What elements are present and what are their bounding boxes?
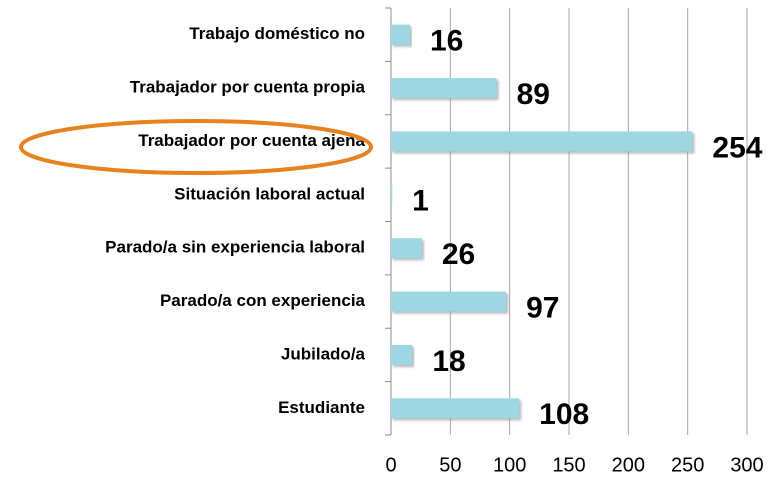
y-tick-label: Estudiante [278, 398, 365, 417]
data-label: 18 [432, 345, 465, 378]
y-tick-label: Situación laboral actual [174, 184, 365, 203]
x-tick-label: 250 [671, 454, 704, 476]
y-tick-label: Trabajador por cuenta ajena [138, 131, 365, 150]
data-label: 254 [712, 131, 762, 164]
data-label: 97 [526, 291, 559, 324]
x-tick-label: 200 [612, 454, 645, 476]
bar [391, 24, 410, 45]
y-tick-label: Jubilado/a [281, 344, 366, 363]
x-tick-label: 50 [439, 454, 461, 476]
bar [391, 131, 693, 152]
y-tick-label: Trabajador por cuenta propia [130, 78, 366, 97]
x-tick-label: 0 [385, 454, 396, 476]
data-label: 108 [539, 398, 589, 431]
bar [391, 398, 520, 419]
bar [391, 184, 393, 205]
highlight-ellipse [19, 119, 373, 175]
bar [391, 238, 422, 259]
x-tick-label: 150 [552, 454, 585, 476]
y-tick-label: Parado/a con experiencia [160, 291, 366, 310]
data-label: 26 [442, 238, 475, 271]
bar [391, 344, 413, 365]
data-label: 16 [430, 25, 463, 58]
data-label: 89 [517, 78, 550, 111]
data-label: 1 [412, 185, 429, 218]
bar [391, 78, 497, 99]
y-tick-label: Trabajo doméstico no [189, 24, 365, 43]
bar [391, 291, 507, 312]
y-tick-label: Parado/a sin experiencia laboral [105, 238, 365, 257]
x-tick-label: 300 [730, 454, 763, 476]
x-tick-label: 100 [493, 454, 526, 476]
marks: Trabajo doméstico no 16 Trabajador por cue… [105, 24, 763, 431]
